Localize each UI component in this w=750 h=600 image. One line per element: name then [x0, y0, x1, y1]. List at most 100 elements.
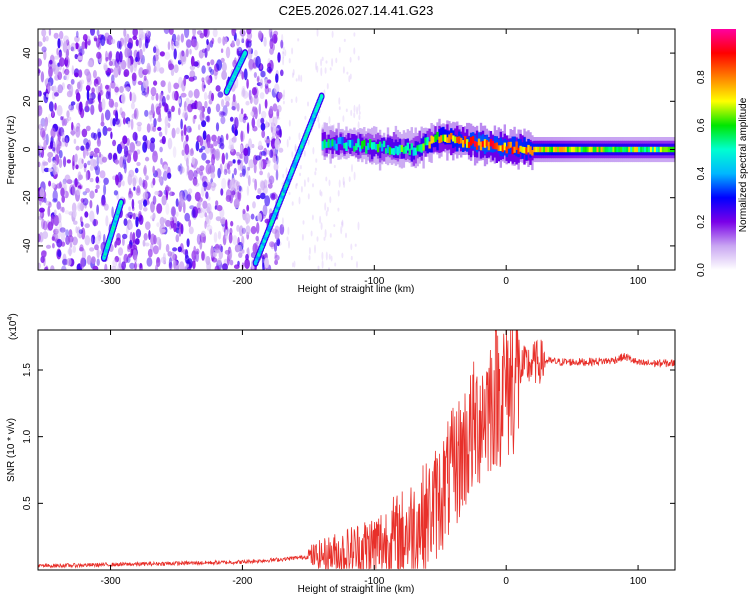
noise-speck — [138, 37, 142, 49]
noise-speck — [64, 56, 70, 68]
noise-speck — [265, 139, 271, 144]
noise-speck — [173, 64, 179, 74]
signal-cell — [361, 140, 364, 149]
noise-speck — [104, 203, 109, 211]
noise-speck — [233, 264, 240, 270]
noise-speck — [267, 79, 272, 84]
noise-speck — [105, 215, 109, 227]
noise-speck — [356, 261, 358, 269]
noise-speck — [298, 196, 301, 205]
noise-speck — [312, 183, 314, 188]
signal-cell — [349, 140, 352, 148]
noise-speck — [267, 172, 271, 180]
noise-speck — [164, 116, 169, 127]
noise-speck — [252, 62, 257, 69]
noise-speck — [238, 252, 243, 258]
signal-cell — [588, 146, 591, 153]
signal-cell — [644, 146, 647, 153]
signal-cell — [651, 146, 655, 153]
noise-speck — [227, 169, 231, 175]
noise-speck — [137, 124, 142, 132]
noise-speck — [64, 68, 70, 76]
noise-speck — [192, 29, 196, 37]
noise-speck — [122, 237, 125, 246]
noise-speck — [351, 164, 353, 173]
signal-cell — [584, 146, 588, 153]
noise-speck — [210, 172, 216, 179]
noise-speck — [117, 263, 122, 270]
ridge-point — [243, 50, 247, 56]
noise-speck — [188, 127, 192, 133]
signal-cell — [426, 137, 429, 146]
signal-cell — [499, 145, 502, 151]
noise-speck — [123, 253, 129, 264]
noise-speck — [78, 229, 84, 235]
noise-speck — [286, 138, 289, 148]
noise-speck — [86, 78, 92, 87]
noise-speck — [135, 216, 139, 228]
noise-speck — [71, 183, 76, 196]
noise-speck — [101, 112, 104, 125]
noise-speck — [66, 110, 70, 118]
noise-speck — [61, 82, 65, 90]
noise-speck — [211, 181, 215, 187]
noise-speck — [90, 29, 95, 36]
noise-speck — [42, 220, 48, 231]
noise-speck — [272, 103, 278, 112]
noise-speck — [73, 138, 77, 144]
noise-speck — [100, 199, 107, 207]
noise-speck — [145, 30, 151, 38]
noise-speck — [95, 176, 100, 184]
chart-title: C2E5.2026.027.14.41.G23 — [279, 3, 434, 18]
noise-speck — [231, 190, 236, 196]
noise-speck — [208, 211, 214, 220]
noise-speck — [43, 49, 47, 61]
noise-speck — [72, 209, 77, 218]
noise-speck — [279, 224, 285, 235]
noise-speck — [257, 188, 262, 195]
noise-speck — [171, 90, 177, 101]
noise-speck — [353, 171, 356, 181]
noise-speck — [208, 99, 213, 105]
noise-speck — [48, 77, 54, 87]
noise-speck — [40, 127, 46, 138]
noise-speck — [215, 103, 221, 113]
noise-speck — [127, 243, 132, 250]
noise-speck — [348, 176, 351, 183]
noise-speck — [159, 146, 163, 153]
noise-speck — [90, 132, 96, 139]
noise-speck — [175, 198, 179, 207]
noise-speck — [96, 258, 100, 266]
signal-cell — [667, 146, 671, 153]
signal-cell — [655, 146, 659, 153]
noise-speck — [135, 228, 142, 239]
noise-speck — [53, 209, 57, 216]
noise-speck — [172, 146, 177, 159]
signal-cell — [574, 146, 578, 153]
noise-speck — [63, 156, 67, 168]
noise-speck — [182, 249, 188, 255]
noise-speck — [281, 182, 284, 186]
noise-speck — [44, 78, 50, 85]
snr-axes: -300 -200 -100 0 100 0.5 1.0 1.5 — [22, 330, 675, 587]
noise-speck — [299, 172, 302, 177]
noise-speck — [95, 165, 100, 176]
signal-cell — [479, 135, 483, 148]
signal-cell — [493, 143, 497, 150]
noise-speck — [63, 35, 70, 44]
noise-speck — [241, 168, 246, 177]
signal-cell — [646, 146, 649, 153]
noise-speck — [207, 106, 211, 115]
noise-speck — [291, 201, 294, 206]
noise-speck — [78, 101, 83, 113]
noise-speck — [74, 53, 79, 60]
noise-speck — [131, 92, 137, 104]
noise-speck — [250, 111, 254, 117]
noise-speck — [192, 177, 198, 186]
noise-speck — [209, 228, 213, 235]
noise-speck — [357, 121, 360, 129]
noise-speck — [181, 130, 184, 143]
noise-speck — [273, 35, 278, 44]
snr-y-tick-label: 1.0 — [22, 429, 33, 443]
noise-speck — [202, 130, 207, 141]
